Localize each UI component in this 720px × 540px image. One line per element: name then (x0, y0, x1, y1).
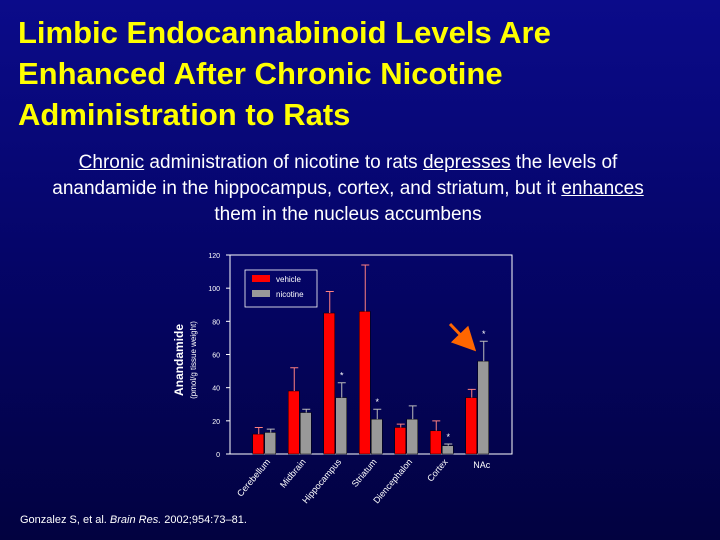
y-tick-label: 80 (212, 319, 220, 326)
citation-text: Gonzalez S, et al. (20, 514, 110, 526)
subtitle-text: the levels of anandamide in the hippocam… (52, 152, 618, 199)
citation-text: Brain Res. (109, 514, 162, 526)
legend-swatch (252, 275, 270, 282)
error-bar (290, 367, 299, 391)
x-tick-label: Cortex (425, 456, 450, 483)
error-bar (479, 340, 488, 362)
subtitle-text: enhances (561, 178, 644, 199)
error-bar (325, 290, 334, 314)
x-tick-label: NAc (473, 460, 491, 470)
error-bar (337, 382, 346, 398)
citation-text: 2002;954:73–81. (161, 514, 247, 526)
citation: Gonzalez S, et al. Brain Res. 2002;954:7… (20, 514, 247, 526)
bar (430, 430, 442, 455)
subtitle-text: depresses (422, 152, 511, 173)
error-bar (254, 426, 263, 435)
bar (465, 397, 477, 455)
y-axis-sublabel: (pmol/g tissue weight) (189, 321, 198, 399)
x-tick-label: Striatum (350, 457, 379, 489)
error-bar (432, 420, 441, 431)
error-bar (302, 408, 311, 413)
y-tick-label: 120 (208, 253, 220, 260)
subtitle-text: Chronic (78, 152, 145, 173)
bar (371, 418, 383, 455)
y-axis-label: Anandamide (172, 324, 186, 396)
bar (288, 390, 300, 455)
bar (335, 397, 347, 455)
bar (406, 418, 418, 455)
bar (323, 312, 335, 455)
y-tick-label: 60 (212, 353, 220, 360)
y-tick-label: 100 (208, 286, 220, 293)
error-bar (467, 388, 476, 398)
error-bar (373, 408, 382, 420)
title-line: Enhanced After Chronic Nicotine (18, 56, 503, 91)
error-bar (266, 428, 275, 433)
bar (264, 432, 276, 455)
title-line: Limbic Endocannabinoid Levels Are (18, 15, 551, 50)
significance-marker: * (482, 329, 486, 339)
significance-marker: * (375, 397, 379, 407)
subtitle-text: administration of nicotine to rats (144, 152, 423, 173)
significance-marker: * (446, 432, 450, 442)
legend-label: vehicle (276, 275, 301, 284)
error-bar (408, 405, 417, 420)
bar (300, 412, 312, 455)
bar (359, 311, 371, 455)
bar (477, 360, 489, 455)
y-tick-label: 40 (212, 386, 220, 393)
x-tick-label: Midbrain (278, 457, 308, 490)
legend-label: nicotine (276, 290, 304, 299)
error-bar (444, 443, 453, 446)
highlight-arrow (448, 322, 477, 352)
y-tick-label: 20 (212, 419, 220, 426)
subtitle: Chronic administration of nicotine to ra… (30, 150, 666, 228)
slide-title: Limbic Endocannabinoid Levels Are Enhance… (18, 12, 551, 135)
subtitle-text: them in the nucleus accumbens (214, 204, 482, 225)
bar (442, 445, 454, 455)
x-tick-label: Cerebellum (235, 457, 272, 499)
error-bar (361, 264, 370, 312)
bar (252, 433, 264, 455)
y-tick-label: 0 (216, 452, 220, 459)
title-line: Administration to Rats (18, 97, 351, 132)
legend-box (244, 269, 318, 308)
legend-swatch (252, 290, 270, 297)
error-bar (396, 423, 405, 428)
bar (394, 427, 406, 455)
significance-marker: * (340, 371, 344, 381)
